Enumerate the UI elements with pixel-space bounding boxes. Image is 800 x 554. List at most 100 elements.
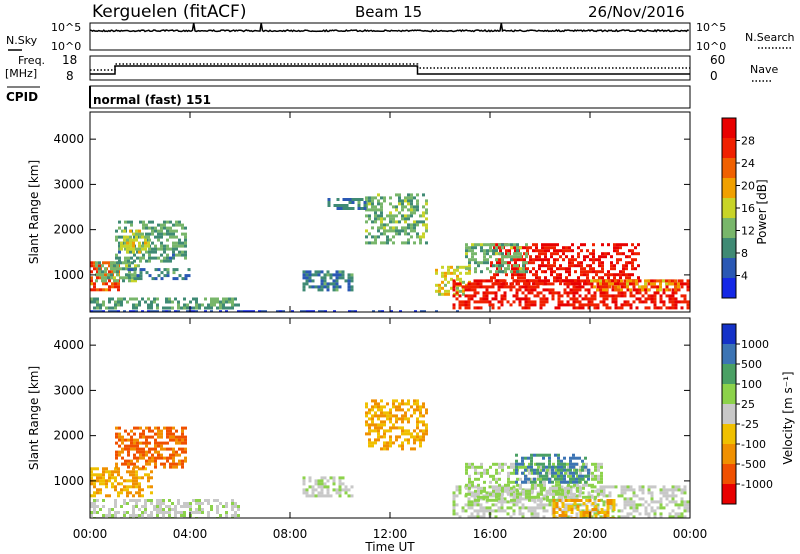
heatmap-cell xyxy=(576,505,580,508)
heatmap-cell xyxy=(392,214,395,218)
heatmap-cell xyxy=(395,232,398,236)
heatmap-cell xyxy=(258,310,261,312)
heatmap-cell xyxy=(486,249,489,253)
heatmap-cell xyxy=(90,276,93,280)
heatmap-cell xyxy=(332,479,336,483)
heatmap-cell xyxy=(607,276,610,280)
heatmap-cell xyxy=(497,306,501,310)
heatmap-cell xyxy=(139,456,142,460)
heatmap-cell xyxy=(452,288,456,292)
heatmap-cell xyxy=(127,462,130,466)
heatmap-cell xyxy=(137,264,140,268)
heatmap-cell xyxy=(383,432,386,436)
heatmap-cell xyxy=(465,267,468,271)
colorbar-tick-label: 4 xyxy=(741,270,748,283)
heatmap-cell xyxy=(422,214,425,218)
heatmap-cell xyxy=(416,435,419,439)
heatmap-cell xyxy=(623,279,627,283)
heatmap-cell xyxy=(422,432,425,436)
heatmap-cell xyxy=(557,297,561,301)
heatmap-cell xyxy=(184,426,187,430)
heatmap-cell xyxy=(492,474,495,478)
heatmap-cell xyxy=(596,503,600,507)
heatmap-cell xyxy=(482,512,486,516)
heatmap-cell xyxy=(568,249,571,253)
heatmap-cell xyxy=(553,276,556,280)
heatmap-cell xyxy=(483,258,486,262)
heatmap-cell xyxy=(332,476,336,480)
heatmap-cell xyxy=(644,509,648,513)
heatmap-cell xyxy=(148,456,151,460)
heatmap-cell xyxy=(332,288,336,292)
heatmap-cell xyxy=(380,241,383,245)
heatmap-cell xyxy=(574,264,577,268)
heatmap-cell xyxy=(489,474,492,478)
heatmap-cell xyxy=(157,247,160,251)
heatmap-cell xyxy=(456,274,459,278)
heatmap-cell xyxy=(547,258,550,262)
heatmap-cell xyxy=(482,279,486,283)
heatmap-cell xyxy=(477,264,480,268)
heatmap-cell xyxy=(518,279,522,283)
heatmap-cell xyxy=(544,255,547,259)
heatmap-cell xyxy=(465,486,468,490)
heatmap-cell xyxy=(133,274,137,278)
heatmap-cell xyxy=(172,250,175,254)
heatmap-cell xyxy=(98,273,101,277)
heatmap-cell xyxy=(163,465,166,469)
heatmap-cell xyxy=(458,515,462,518)
heatmap-cell xyxy=(674,291,678,295)
heatmap-cell xyxy=(584,480,587,484)
heatmap-cell xyxy=(422,423,425,427)
heatmap-cell xyxy=(135,303,138,307)
heatmap-cell xyxy=(479,491,483,495)
heatmap-cell xyxy=(96,297,99,301)
heatmap-cell xyxy=(416,432,419,436)
heatmap-cell xyxy=(126,491,129,495)
heatmap-cell xyxy=(522,264,525,268)
heatmap-cell xyxy=(175,429,178,433)
heatmap-cell xyxy=(154,250,157,254)
heatmap-cell xyxy=(554,291,558,295)
heatmap-cell xyxy=(530,303,534,307)
heatmap-cell xyxy=(320,276,324,280)
heatmap-cell xyxy=(135,473,138,477)
heatmap-cell xyxy=(619,243,622,247)
heatmap-cell xyxy=(147,297,150,301)
heatmap-cell xyxy=(105,306,108,310)
heatmap-cell xyxy=(592,267,595,271)
heatmap-cell xyxy=(392,441,395,445)
heatmap-cell xyxy=(132,244,135,248)
heatmap-cell xyxy=(473,279,477,283)
heatmap-cell xyxy=(629,488,633,492)
heatmap-cell xyxy=(374,220,377,224)
heatmap-cell xyxy=(413,435,416,439)
heatmap-cell xyxy=(539,471,542,475)
heatmap-cell xyxy=(473,291,477,295)
heatmap-cell xyxy=(192,499,195,502)
heatmap-cell xyxy=(320,270,324,274)
heatmap-cell xyxy=(575,291,579,295)
heatmap-cell xyxy=(562,279,565,283)
heatmap-cell xyxy=(602,285,606,289)
heatmap-cell xyxy=(571,255,574,259)
heatmap-cell xyxy=(401,208,404,212)
heatmap-cell xyxy=(528,471,531,475)
velocity-colorbar-label: Velocity [m s⁻¹] xyxy=(781,371,795,464)
heatmap-cell xyxy=(126,479,129,483)
heatmap-cell xyxy=(377,402,380,406)
heatmap-cell xyxy=(90,261,93,265)
heatmap-cell xyxy=(510,462,513,466)
heatmap-cell xyxy=(468,271,471,275)
heatmap-cell xyxy=(142,268,146,272)
colorbar-swatch xyxy=(722,424,736,444)
heatmap-cell xyxy=(526,267,529,271)
heatmap-cell xyxy=(157,456,160,460)
heatmap-cell xyxy=(150,511,153,514)
heatmap-cell xyxy=(198,505,201,508)
heatmap-cell xyxy=(553,252,556,256)
heatmap-cell xyxy=(497,500,501,504)
heatmap-cell xyxy=(562,267,565,271)
heatmap-cell xyxy=(482,509,486,513)
heatmap-cell xyxy=(559,282,562,286)
